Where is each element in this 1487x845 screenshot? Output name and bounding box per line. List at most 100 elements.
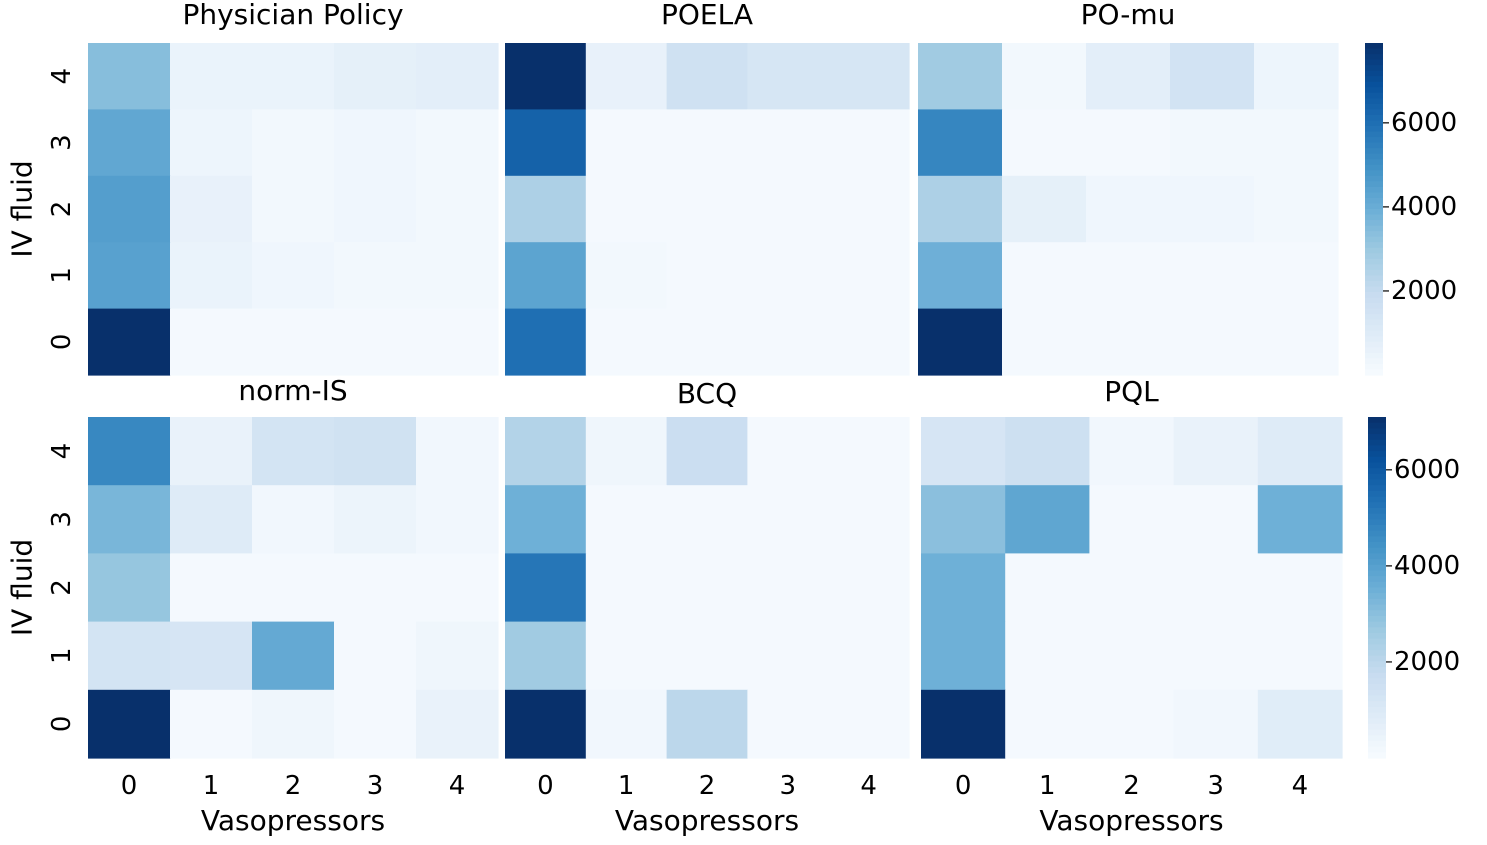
- colorbar-segment: [1365, 308, 1383, 315]
- heatmap-cell: [416, 553, 499, 623]
- heatmap-cell: [334, 485, 417, 554]
- heatmap-cell: [585, 689, 668, 759]
- colorbar-segment: [1365, 275, 1383, 282]
- heatmap-cell: [170, 308, 253, 376]
- heatmap-cell: [334, 242, 417, 310]
- heatmap-cell: [88, 485, 171, 554]
- heatmap-cell: [1005, 553, 1090, 623]
- x-tick-label: 0: [537, 771, 554, 801]
- heatmap-cell: [170, 43, 253, 110]
- heatmap-cell: [921, 621, 1006, 691]
- colorbar-segment: [1368, 740, 1386, 748]
- heatmap-cell: [252, 621, 335, 691]
- heatmap-cell: [666, 621, 748, 691]
- colorbar-segment: [1368, 593, 1386, 600]
- colorbar-segment: [1368, 735, 1386, 742]
- heatmap-cell: [747, 242, 829, 310]
- colorbar-segment: [1365, 76, 1383, 83]
- heatmap-cell: [918, 43, 1003, 110]
- heatmap-cell: [334, 109, 417, 177]
- heatmap-cell: [747, 109, 829, 177]
- y-axis-label: IV fluid: [6, 160, 39, 257]
- colorbar-segment: [1368, 428, 1386, 435]
- heatmap-cell: [1257, 689, 1343, 759]
- colorbar-segment: [1368, 479, 1386, 486]
- x-axis-label: Vasopressors: [615, 804, 799, 837]
- colorbar-segment: [1365, 336, 1383, 343]
- heatmap-cell: [585, 43, 668, 110]
- heatmap-cell: [1089, 553, 1175, 623]
- colorbar-segment: [1365, 148, 1383, 155]
- heatmap-cell: [918, 308, 1003, 376]
- heatmap-cell: [416, 621, 499, 691]
- colorbar-segment: [1365, 341, 1383, 348]
- heatmap-cell: [334, 689, 417, 759]
- colorbar-tick-label: 6000: [1394, 455, 1460, 485]
- panel-title: PQL: [1104, 375, 1159, 408]
- heatmap-cell: [666, 43, 748, 110]
- heatmap-cell: [1173, 621, 1259, 691]
- y-tick-label: 0: [47, 716, 77, 733]
- y-tick-label: 4: [47, 443, 77, 460]
- x-tick-label: 2: [285, 771, 302, 801]
- colorbar-segment: [1368, 530, 1386, 537]
- colorbar-segment: [1365, 253, 1383, 260]
- colorbar-segment: [1365, 209, 1383, 216]
- heatmap-cell: [1005, 621, 1090, 691]
- colorbar-segment: [1365, 303, 1383, 310]
- heatmap-cell: [416, 485, 499, 554]
- colorbar-segment: [1365, 269, 1383, 276]
- colorbar-segment: [1365, 347, 1383, 354]
- heatmap-cell: [1254, 109, 1339, 177]
- heatmap-cell: [416, 109, 499, 177]
- colorbar-segment: [1365, 65, 1383, 72]
- colorbar-segment: [1365, 358, 1383, 365]
- heatmap-cell: [1257, 417, 1343, 486]
- x-tick-label: 3: [1207, 771, 1224, 801]
- y-tick-label: 1: [47, 267, 77, 284]
- colorbar-segment: [1368, 638, 1386, 645]
- heatmap-cell: [170, 175, 253, 243]
- colorbar-segment: [1368, 604, 1386, 611]
- colorbar-segment: [1365, 369, 1383, 376]
- colorbar-segment: [1365, 314, 1383, 321]
- x-axis-label: Vasopressors: [201, 804, 385, 837]
- heatmap-cell: [747, 689, 829, 759]
- heatmap-cell: [252, 553, 335, 623]
- colorbar-segment: [1368, 439, 1386, 447]
- colorbar-segment: [1365, 43, 1383, 50]
- heatmap-cell: [1254, 43, 1339, 110]
- heatmap-cell: [170, 417, 253, 486]
- colorbar-segment: [1365, 231, 1383, 238]
- colorbar-segment: [1368, 547, 1386, 554]
- colorbar-segment: [1365, 54, 1383, 61]
- y-tick-label: 3: [47, 134, 77, 151]
- colorbar-tick-label: 4000: [1394, 551, 1460, 581]
- panel-title: Physician Policy: [182, 0, 403, 31]
- colorbar-segment: [1365, 131, 1383, 138]
- heatmap-cell: [585, 242, 668, 310]
- heatmap-cell: [585, 109, 668, 177]
- heatmap-cell: [88, 621, 171, 691]
- heatmap-cell: [1173, 689, 1259, 759]
- y-axis-label: IV fluid: [6, 539, 39, 636]
- heatmap-cell: [918, 109, 1003, 177]
- colorbar-segment: [1368, 502, 1386, 509]
- heatmap-cell: [747, 417, 829, 486]
- colorbar-segment: [1368, 695, 1386, 702]
- colorbar-segment: [1368, 524, 1386, 532]
- heatmap-cell: [416, 417, 499, 486]
- colorbar-segment: [1368, 490, 1386, 498]
- heatmap-cell: [1086, 242, 1171, 310]
- y-tick-label: 1: [47, 647, 77, 664]
- heatmap-cell: [1086, 109, 1171, 177]
- heatmap-cell: [747, 621, 829, 691]
- x-tick-label: 2: [699, 771, 716, 801]
- colorbar-segment: [1368, 581, 1386, 589]
- colorbar-segment: [1368, 655, 1386, 662]
- colorbar-segment: [1368, 519, 1386, 526]
- colorbar-segment: [1365, 225, 1383, 232]
- colorbar-segment: [1368, 564, 1386, 572]
- colorbar-segment: [1365, 181, 1383, 188]
- heatmap-cell: [1002, 109, 1087, 177]
